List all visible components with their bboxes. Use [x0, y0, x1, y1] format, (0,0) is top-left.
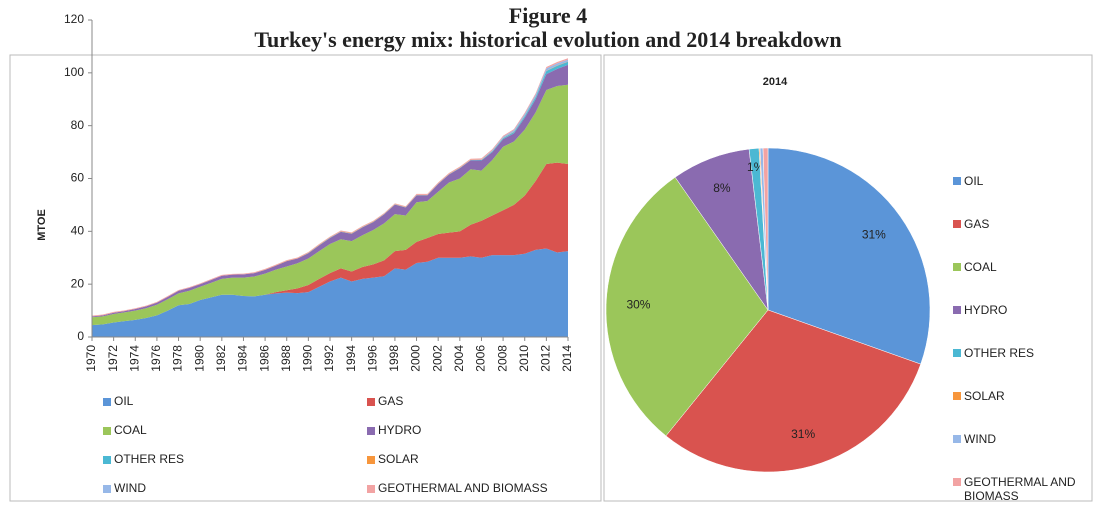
y-tick-label: 120 [64, 12, 84, 26]
legend-label-box: SOLAR [964, 389, 1005, 403]
legend-swatch [953, 263, 961, 271]
pie-slice [605, 176, 769, 437]
legend-label: HYDRO [964, 303, 1008, 317]
data-label: 8% [713, 181, 731, 195]
data-label: 30% [626, 298, 650, 312]
x-tick-label: 2014 [560, 345, 574, 372]
legend-swatch [367, 398, 375, 406]
x-tick-label: 1980 [192, 345, 206, 372]
y-tick-label: 100 [64, 65, 84, 79]
figure-subtitle: Turkey's energy mix: historical evolutio… [254, 27, 841, 52]
legend-label-box: WIND [964, 432, 996, 446]
legend-label-box: GEOTHERMAL AND BIOMASS [964, 475, 1076, 503]
legend-label: HYDRO [378, 423, 421, 437]
pie-slice [762, 147, 769, 311]
legend-swatch [953, 220, 961, 228]
legend-swatch [103, 485, 111, 493]
legend-swatch [953, 478, 961, 486]
x-tick-label: 1978 [171, 345, 185, 372]
legend-swatch [367, 427, 375, 435]
legend-swatch [953, 306, 961, 314]
x-tick-label: 1990 [301, 345, 315, 372]
x-tick-label: 2008 [495, 345, 509, 372]
legend-swatch [953, 392, 961, 400]
pie-title: 2014 [763, 76, 788, 88]
figure-title: Figure 4 [509, 3, 587, 28]
x-tick-label: 1982 [214, 345, 228, 372]
x-tick-label: 1998 [387, 345, 401, 372]
y-tick-label: 0 [77, 329, 84, 343]
legend-label: GAS [378, 394, 403, 408]
x-tick-label: 2006 [474, 345, 488, 372]
x-tick-label: 2004 [452, 345, 466, 372]
pie-slice [665, 309, 922, 473]
x-tick-label: 2010 [517, 345, 531, 372]
x-tick-label: 1996 [365, 345, 379, 372]
x-tick-label: 1972 [106, 345, 120, 372]
x-tick-label: 1970 [84, 345, 98, 372]
pie-slice [767, 147, 931, 365]
data-label: 31% [791, 427, 815, 441]
x-tick-label: 1984 [236, 345, 250, 372]
legend-swatch [953, 435, 961, 443]
area-series [92, 162, 568, 326]
legend-label: COAL [964, 260, 997, 274]
x-tick-label: 2000 [409, 345, 423, 372]
legend-label-box: GAS [964, 217, 990, 231]
x-tick-label: 1974 [127, 345, 141, 372]
legend-label-box: OTHER RES [964, 346, 1035, 360]
right-frame [603, 54, 1093, 502]
x-tick-label: 2002 [430, 345, 444, 372]
legend-label-box: COAL [964, 260, 997, 274]
legend-label: OTHER RES [114, 452, 184, 466]
legend-label: GEOTHERMAL AND BIOMASS [964, 475, 1076, 503]
legend-label: WIND [964, 432, 996, 446]
legend-label: SOLAR [964, 389, 1005, 403]
x-tick-label: 1976 [149, 345, 163, 372]
y-tick-label: 80 [71, 118, 85, 132]
data-label: 31% [862, 227, 886, 241]
legend-label-box: OIL [964, 174, 984, 188]
legend-label: OTHER RES [964, 346, 1035, 360]
legend-label-box: HYDRO [964, 303, 1008, 317]
legend-label: COAL [114, 423, 147, 437]
x-tick-label: 1988 [279, 345, 293, 372]
x-tick-label: 1994 [344, 345, 358, 372]
legend-label: OIL [964, 174, 984, 188]
legend-label: GEOTHERMAL AND BIOMASS [378, 481, 548, 495]
area-series [92, 84, 568, 326]
area-series [92, 248, 568, 337]
legend-swatch [953, 177, 961, 185]
y-tick-label: 60 [71, 171, 85, 185]
legend-swatch [103, 398, 111, 406]
legend-label: SOLAR [378, 452, 419, 466]
legend-label: OIL [114, 394, 134, 408]
x-tick-label: 1986 [257, 345, 271, 372]
left-frame [9, 54, 602, 502]
legend-swatch [103, 427, 111, 435]
legend-label: GAS [964, 217, 990, 231]
legend-swatch [367, 485, 375, 493]
x-tick-label: 2012 [539, 345, 553, 372]
y-tick-label: 40 [71, 224, 85, 238]
legend-swatch [367, 456, 375, 464]
x-tick-label: 1992 [322, 345, 336, 372]
y-axis-label: MTOE [36, 209, 48, 241]
legend-swatch [953, 349, 961, 357]
legend-label: WIND [114, 481, 146, 495]
y-tick-label: 20 [71, 276, 85, 290]
legend-swatch [103, 456, 111, 464]
